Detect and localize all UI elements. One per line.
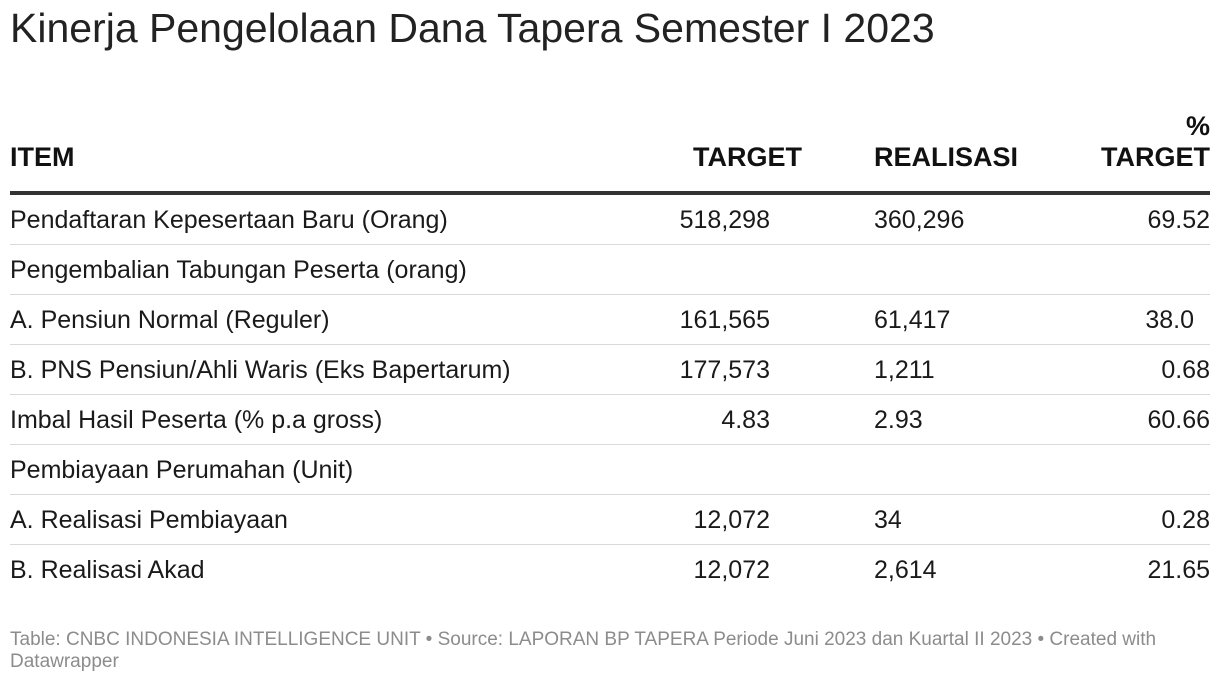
cell-item: B. Realisasi Akad (10, 555, 205, 584)
table-row: Imbal Hasil Peserta (% p.a gross) 4.83 2.9… (10, 394, 1210, 445)
cell-target: 12,072 (693, 555, 770, 584)
footer-credits: Table: CNBC INDONESIA INTELLIGENCE UNIT … (10, 629, 1157, 672)
cell-realisasi: 1,211 (820, 344, 1050, 395)
cell-realisasi: 61,417 (820, 294, 1050, 345)
table-row: A. Pensiun Normal (Reguler) 161,565 61,417… (10, 294, 1210, 345)
cell-item: Pembiayaan Perumahan (Unit) (10, 444, 620, 495)
cell-item: Pendaftaran Kepesertaan Baru (Orang) (10, 193, 620, 245)
cell-pct-target (1050, 244, 1210, 295)
cell-item: Pengembalian Tabungan Peserta (orang) (10, 244, 620, 295)
table-row: Pengembalian Tabungan Peserta (orang) (10, 244, 1210, 295)
cell-pct-target: 0.68 (1050, 344, 1210, 395)
cell-item: A. Pensiun Normal (Reguler) (10, 294, 620, 345)
cell-pct-target: 69.52 (1050, 193, 1210, 245)
data-table: ITEM TARGET REALISASI % TARGET Pendaftar… (10, 100, 1210, 594)
column-header-pct-target-label: % TARGET (1101, 111, 1210, 172)
cell-pct-target: 60.66 (1050, 394, 1210, 445)
cell-realisasi (820, 244, 1050, 295)
column-header-realisasi[interactable]: REALISASI (820, 100, 1050, 195)
page-title: Kinerja Pengelolaan Dana Tapera Semester… (10, 5, 935, 51)
table-row: B. Realisasi Akad 12,072 2,614 21.65 (10, 545, 1210, 595)
cell-pct-target: 0.28 (1050, 494, 1210, 545)
cell-target: 177,573 (620, 344, 820, 395)
cell-realisasi: 34 (820, 494, 1050, 545)
column-header-target[interactable]: TARGET (620, 100, 820, 195)
table-row: A. Realisasi Pembiayaan 12,072 34 0.28 (10, 494, 1210, 545)
cell-realisasi (820, 444, 1050, 495)
cell-realisasi: 2,614 (874, 555, 937, 584)
cell-target: 161,565 (620, 294, 820, 345)
cell-pct-target: 38.0 (1050, 294, 1210, 345)
cell-target: 518,298 (620, 193, 820, 245)
cell-realisasi: 360,296 (820, 193, 1050, 245)
cell-target (620, 444, 820, 495)
cell-target (620, 244, 820, 295)
table-row: Pendaftaran Kepesertaan Baru (Orang) 518,… (10, 193, 1210, 245)
table-header-row: ITEM TARGET REALISASI % TARGET (10, 100, 1210, 195)
cell-item: A. Realisasi Pembiayaan (10, 494, 620, 545)
cell-pct-target: 21.65 (1147, 555, 1210, 584)
cell-target: 4.83 (620, 394, 820, 445)
cell-item: B. PNS Pensiun/Ahli Waris (Eks Bapertaru… (10, 344, 620, 395)
column-header-pct-target[interactable]: % TARGET (1050, 100, 1210, 195)
column-header-item[interactable]: ITEM (10, 100, 620, 195)
cell-item: Imbal Hasil Peserta (% p.a gross) (10, 394, 620, 445)
table-row: Pembiayaan Perumahan (Unit) (10, 444, 1210, 495)
cell-target: 12,072 (620, 494, 820, 545)
cell-pct-target (1050, 444, 1210, 495)
table-row: B. PNS Pensiun/Ahli Waris (Eks Bapertaru… (10, 344, 1210, 395)
cell-realisasi: 2.93 (820, 394, 1050, 445)
